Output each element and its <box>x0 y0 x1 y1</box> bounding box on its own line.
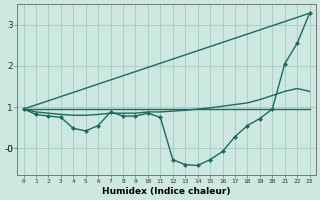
X-axis label: Humidex (Indice chaleur): Humidex (Indice chaleur) <box>102 187 231 196</box>
